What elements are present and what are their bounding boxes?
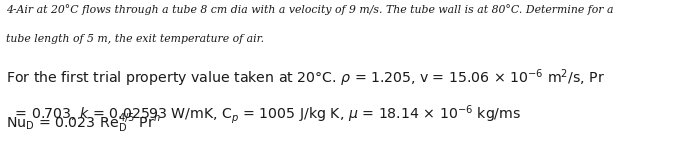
Text: = 0.703, $k$ = 0.02593 W/mK, C$_{p}$ = 1005 J/kg K, $\mu$ = 18.14 $\times$ 10$^{: = 0.703, $k$ = 0.02593 W/mK, C$_{p}$ = 1… xyxy=(6,103,521,126)
Text: For the first trial property value taken at 20$\degree$C. $\rho$ = 1.205, v = 15: For the first trial property value taken… xyxy=(6,68,605,89)
Text: tube length of 5 m, the exit temperature of air.: tube length of 5 m, the exit temperature… xyxy=(6,34,264,44)
Text: 4-Air at 20°C flows through a tube 8 cm dia with a velocity of 9 m/s. The tube w: 4-Air at 20°C flows through a tube 8 cm … xyxy=(6,4,613,15)
Text: Nu$_\mathrm{D}$ = 0.023 Re$_\mathrm{D}^{4/5}$ Pr$^n$: Nu$_\mathrm{D}$ = 0.023 Re$_\mathrm{D}^{… xyxy=(6,112,160,135)
